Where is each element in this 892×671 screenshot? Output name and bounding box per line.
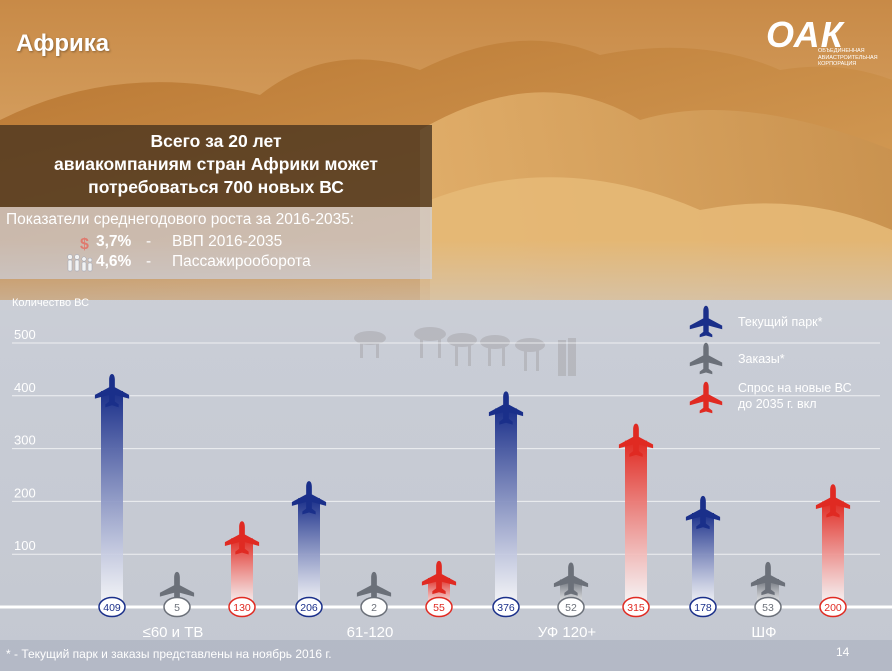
y-tick-label: 300 xyxy=(14,433,36,448)
bar-group: 206 xyxy=(291,481,327,618)
footer-strip xyxy=(0,640,892,671)
camel-caravan xyxy=(354,327,576,376)
airplane-icon xyxy=(618,423,654,457)
bar-group: 53 xyxy=(750,561,786,618)
legend-item-orders: Заказы* xyxy=(686,341,886,377)
bar-group: 52 xyxy=(553,562,589,618)
airplane-icon xyxy=(689,342,723,375)
data-label: 206 xyxy=(300,602,318,614)
value-badge xyxy=(492,596,520,618)
airplane-icon xyxy=(94,373,130,408)
data-label: 315 xyxy=(627,602,645,614)
value-badge xyxy=(622,596,650,618)
value-badge xyxy=(819,596,847,618)
data-label: 178 xyxy=(694,602,712,614)
airplane-icon xyxy=(488,391,524,425)
bar-group: 55 xyxy=(421,560,457,618)
airplane-icon xyxy=(553,562,589,596)
growth-indicators: Показатели среднегодового роста за 2016-… xyxy=(0,207,432,279)
data-label: 130 xyxy=(233,602,251,614)
data-label: 200 xyxy=(824,602,842,614)
value-badge xyxy=(689,596,717,618)
value-badge xyxy=(557,596,585,618)
value-badge xyxy=(425,596,453,618)
logo-subtitle: Объединенная авиастроительная корпорация xyxy=(818,48,878,67)
y-axis-label: Количество ВС xyxy=(12,297,90,309)
bar-group: 178 xyxy=(685,495,721,618)
value-badge xyxy=(295,596,323,618)
bar-group: 200 xyxy=(815,484,851,618)
bar-group: 376 xyxy=(488,391,524,618)
bar xyxy=(822,501,844,607)
bar xyxy=(231,538,253,607)
bar xyxy=(495,408,517,607)
data-label: 2 xyxy=(371,602,377,614)
headline-box: Всего за 20 лет авиакомпаниям стран Афри… xyxy=(0,125,432,207)
oak-logo: ОАК Объединенная авиастроительная корпор… xyxy=(766,14,878,80)
value-badge xyxy=(163,596,191,618)
bar-group: 315 xyxy=(618,423,654,618)
headline-line: авиакомпаниям стран Африки может xyxy=(54,154,378,174)
legend-item-new-demand: Спрос на новые ВС до 2035 г. вкл xyxy=(686,380,886,416)
page-number: 14 xyxy=(836,645,850,659)
airplane-icon xyxy=(421,560,457,595)
category-label: УФ 120+ xyxy=(537,624,597,641)
growth-title: Показатели среднегодового роста за 2016-… xyxy=(6,211,355,228)
category-label: ШФ xyxy=(751,624,777,641)
data-label: 53 xyxy=(762,602,774,614)
bar xyxy=(101,391,123,607)
data-label: 55 xyxy=(433,602,445,614)
y-tick-label: 100 xyxy=(14,538,36,553)
headline-line: Всего за 20 лет xyxy=(150,131,282,151)
data-label: 409 xyxy=(103,602,121,614)
y-tick-label: 200 xyxy=(14,485,36,500)
value-badge xyxy=(228,596,256,618)
y-tick-label: 500 xyxy=(14,327,36,342)
legend-item-current-fleet: Текущий парк* xyxy=(686,304,886,340)
bar-group: 409 xyxy=(94,373,130,618)
airplane-icon xyxy=(689,305,723,338)
airplane-icon xyxy=(750,561,786,596)
data-label: 52 xyxy=(565,602,577,614)
region-title: Африка xyxy=(16,30,110,57)
footnote: * - Текущий парк и заказы представлены н… xyxy=(6,647,332,661)
people-icon xyxy=(67,254,93,272)
logo-mark: ОАК xyxy=(766,14,844,55)
bar-group: 2 xyxy=(356,571,392,618)
value-badge xyxy=(360,596,388,618)
y-tick-label: 400 xyxy=(14,380,36,395)
bar-group: 130 xyxy=(224,521,260,618)
svg-text:$: $ xyxy=(80,236,89,253)
value-badge xyxy=(98,596,126,618)
bar xyxy=(298,498,320,607)
headline-line: потребоваться 700 новых ВС xyxy=(88,177,344,197)
category-label: 61-120 xyxy=(346,624,394,641)
airplane-icon xyxy=(689,381,723,414)
bar xyxy=(625,440,647,607)
airplane-icon xyxy=(224,521,260,555)
data-label: 5 xyxy=(174,602,180,614)
bar xyxy=(692,513,714,607)
value-badge xyxy=(754,596,782,618)
bar-group: 5 xyxy=(159,571,195,618)
dollar-icon: $ xyxy=(80,236,89,253)
airplane-icon xyxy=(291,481,327,515)
category-label: ≤60 и ТВ xyxy=(142,624,204,641)
data-label: 376 xyxy=(497,602,515,614)
